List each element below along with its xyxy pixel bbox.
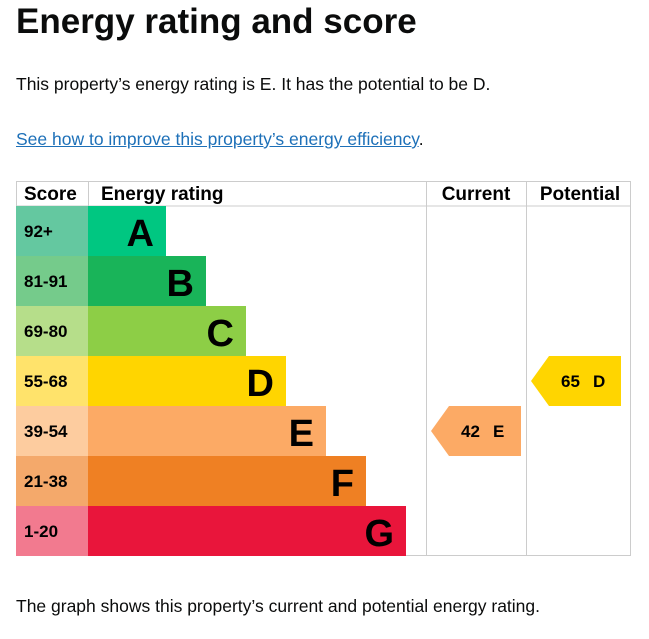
rating-bar-A xyxy=(88,206,166,256)
rating-bar-G xyxy=(88,506,406,556)
score-range-D: 55-68 xyxy=(24,372,67,391)
rating-bar-E xyxy=(88,406,326,456)
score-cell-D xyxy=(16,356,88,406)
rating-letter-G: G xyxy=(364,513,394,555)
current-letter: E xyxy=(493,422,504,441)
rating-letter-E: E xyxy=(289,413,314,455)
potential-score: 65 xyxy=(561,372,580,391)
header-current: Current xyxy=(442,184,511,205)
current-rating-arrow xyxy=(431,406,521,456)
rating-bar-B xyxy=(88,256,206,306)
improve-link-line: See how to improve this property’s energ… xyxy=(16,129,424,150)
rating-bar-F xyxy=(88,456,366,506)
rating-letter-A: A xyxy=(127,213,154,255)
rating-bar-D xyxy=(88,356,286,406)
footer-text: The graph shows this property’s current … xyxy=(16,596,541,616)
score-cell-F xyxy=(16,456,88,506)
score-range-E: 39-54 xyxy=(24,422,68,441)
rating-bar-C xyxy=(88,306,246,356)
score-range-F: 21-38 xyxy=(24,472,67,491)
score-range-B: 81-91 xyxy=(24,272,67,291)
score-cell-C xyxy=(16,306,88,356)
rating-letter-B: B xyxy=(167,263,194,305)
page-title: Energy rating and score xyxy=(16,2,417,41)
potential-rating-arrow xyxy=(531,356,621,406)
header-energy-rating: Energy rating xyxy=(101,184,223,205)
current-score: 42 xyxy=(461,422,480,441)
score-cell-A xyxy=(16,206,88,256)
score-range-G: 1-20 xyxy=(24,522,58,541)
potential-letter: D xyxy=(593,372,605,391)
intro-text: This property’s energy rating is E. It h… xyxy=(16,74,491,94)
rating-letter-F: F xyxy=(331,463,354,505)
rating-letter-D: D xyxy=(247,363,274,405)
score-cell-G xyxy=(16,506,88,556)
header-score: Score xyxy=(24,184,77,205)
energy-rating-chart: Score Energy rating Current Potential 92+ A 81… xyxy=(16,181,631,556)
link-suffix: . xyxy=(418,129,424,149)
rating-letter-C: C xyxy=(207,313,234,355)
score-range-A: 92+ xyxy=(24,222,53,241)
score-cell-B xyxy=(16,256,88,306)
header-potential: Potential xyxy=(540,184,620,205)
improve-efficiency-link[interactable]: See how to improve this property’s energ… xyxy=(16,129,419,149)
score-range-C: 69-80 xyxy=(24,322,67,341)
score-cell-E xyxy=(16,406,88,456)
